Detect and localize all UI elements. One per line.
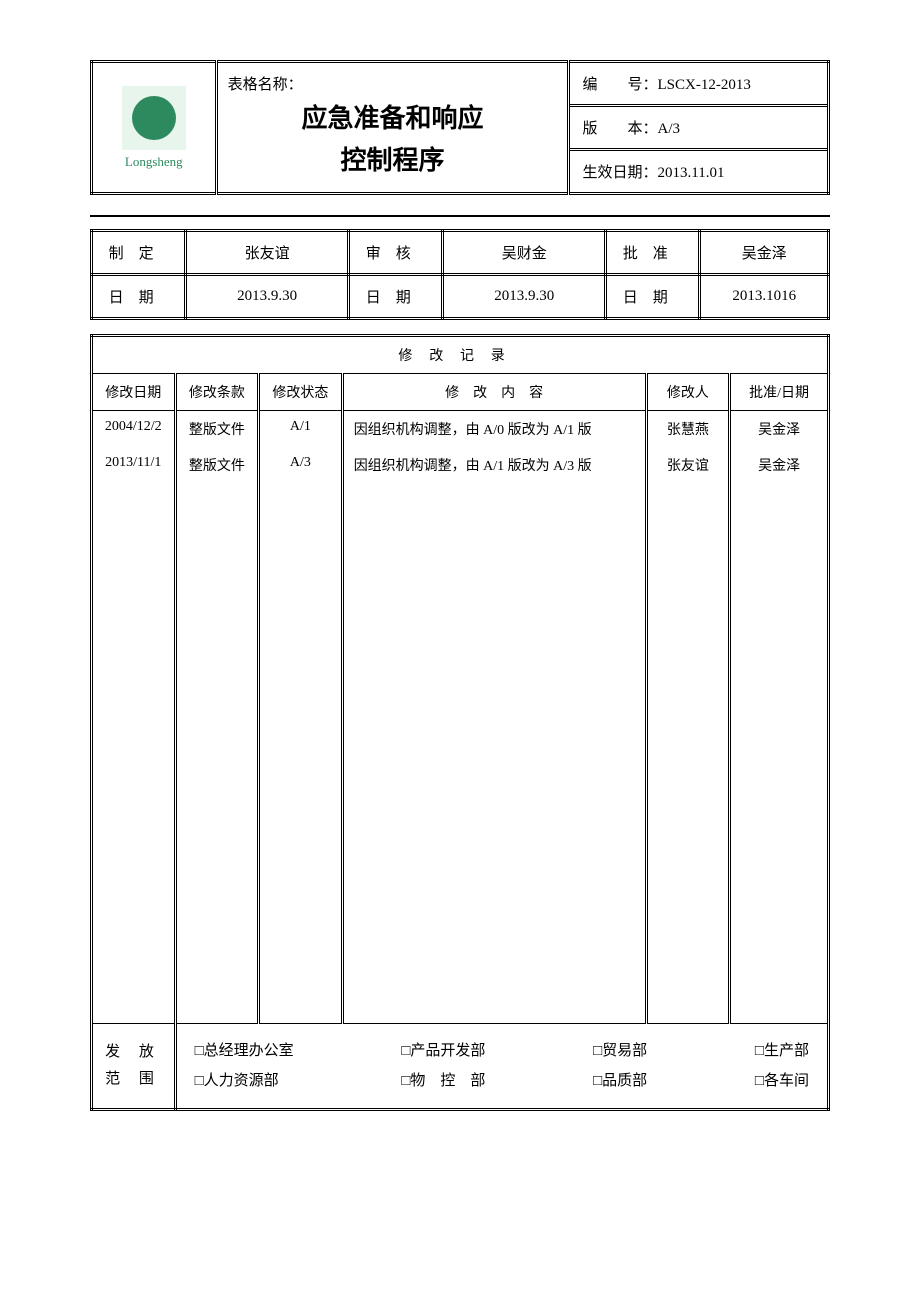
prepare-date-label: 日期 (92, 275, 186, 319)
cell-date: 2013/11/1 (92, 447, 176, 483)
cell-modifier: 张友谊 (646, 447, 730, 483)
dist-col-4: □生产部 □各车间 (755, 1036, 809, 1096)
dist-col-1: □总经理办公室 □人力资源部 (195, 1036, 294, 1096)
cell-approver: 吴金泽 (730, 411, 829, 448)
approve-date: 2013.1016 (700, 275, 829, 319)
divider (90, 215, 830, 217)
dist-label-2: 范 围 (105, 1071, 161, 1087)
dist-item: □总经理办公室 (195, 1036, 294, 1066)
title-line2: 控制程序 (341, 146, 445, 175)
logo-brand-text: Longsheng (101, 154, 207, 170)
logo-cell: Longsheng (92, 62, 217, 194)
effective-row: 生效日期：2013.11.01 (570, 151, 827, 192)
cell-clause: 整版文件 (175, 447, 259, 483)
review-name: 吴财金 (443, 231, 606, 275)
effective-value: 2013.11.01 (658, 165, 725, 181)
approval-table: 制定 张友谊 审核 吴财金 批准 吴金泽 日期 2013.9.30 日期 201… (90, 229, 830, 320)
revision-header-row: 修改日期 修改条款 修改状态 修 改 内 容 修改人 批准/日期 (92, 374, 829, 411)
form-name-label: 表格名称： (228, 73, 558, 94)
title-cell: 表格名称： 应急准备和响应 控制程序 (216, 62, 569, 194)
cell-modifier: 张慧燕 (646, 411, 730, 448)
cell-status: A/3 (259, 447, 343, 483)
prepare-name: 张友谊 (186, 231, 349, 275)
dist-item: □品质部 (593, 1066, 647, 1096)
dist-item: □各车间 (755, 1066, 809, 1096)
col-date: 修改日期 (92, 374, 176, 411)
distribution-content: □总经理办公室 □人力资源部 □产品开发部 □物 控 部 □贸易部 □品质部 □… (175, 1023, 828, 1109)
cell-clause: 整版文件 (175, 411, 259, 448)
dist-label-1: 发 放 (105, 1044, 161, 1060)
review-date-label: 日期 (349, 275, 443, 319)
dist-item: □物 控 部 (401, 1066, 485, 1096)
dist-col-2: □产品开发部 □物 控 部 (401, 1036, 485, 1096)
dist-item: □生产部 (755, 1036, 809, 1066)
document-title: 应急准备和响应 控制程序 (228, 94, 558, 181)
approve-label: 批准 (606, 231, 700, 275)
doc-number-row: 编 号：LSCX-12-2013 (570, 63, 827, 107)
cell-content: 因组织机构调整，由 A/0 版改为 A/1 版 (342, 411, 646, 448)
col-clause: 修改条款 (175, 374, 259, 411)
dist-item: □人力资源部 (195, 1066, 294, 1096)
prepare-date: 2013.9.30 (186, 275, 349, 319)
review-date: 2013.9.30 (443, 275, 606, 319)
version-label: 版 本： (582, 121, 657, 137)
col-content: 修 改 内 容 (342, 374, 646, 411)
table-row: 2004/12/2 整版文件 A/1 因组织机构调整，由 A/0 版改为 A/1… (92, 411, 829, 448)
cell-approver: 吴金泽 (730, 447, 829, 483)
company-logo (122, 86, 186, 150)
distribution-label: 发 放 范 围 (92, 1023, 176, 1109)
col-approver: 批准/日期 (730, 374, 829, 411)
col-modifier: 修改人 (646, 374, 730, 411)
meta-cell: 编 号：LSCX-12-2013 版 本：A/3 生效日期：2013.11.01 (569, 62, 829, 194)
version-value: A/3 (658, 121, 681, 137)
title-line1: 应急准备和响应 (302, 104, 484, 133)
dist-col-3: □贸易部 □品质部 (593, 1036, 647, 1096)
cell-date: 2004/12/2 (92, 411, 176, 448)
spacer-row (92, 483, 829, 1023)
review-label: 审核 (349, 231, 443, 275)
document-header: Longsheng 表格名称： 应急准备和响应 控制程序 编 号：LSCX-12… (90, 60, 830, 195)
revision-table: 修改记录 修改日期 修改条款 修改状态 修 改 内 容 修改人 批准/日期 20… (90, 334, 830, 1111)
prepare-label: 制定 (92, 231, 186, 275)
approve-date-label: 日期 (606, 275, 700, 319)
effective-label: 生效日期： (582, 165, 657, 181)
revision-title: 修改记录 (92, 336, 829, 374)
dist-item: □产品开发部 (401, 1036, 485, 1066)
logo-mark (132, 96, 176, 140)
table-row: 2013/11/1 整版文件 A/3 因组织机构调整，由 A/1 版改为 A/3… (92, 447, 829, 483)
dist-item: □贸易部 (593, 1036, 647, 1066)
cell-content: 因组织机构调整，由 A/1 版改为 A/3 版 (342, 447, 646, 483)
version-row: 版 本：A/3 (570, 107, 827, 151)
distribution-row: 发 放 范 围 □总经理办公室 □人力资源部 □产品开发部 □物 控 部 □贸易… (92, 1023, 829, 1109)
doc-no-value: LSCX-12-2013 (658, 77, 751, 93)
col-status: 修改状态 (259, 374, 343, 411)
cell-status: A/1 (259, 411, 343, 448)
approve-name: 吴金泽 (700, 231, 829, 275)
doc-no-label: 编 号： (582, 77, 657, 93)
